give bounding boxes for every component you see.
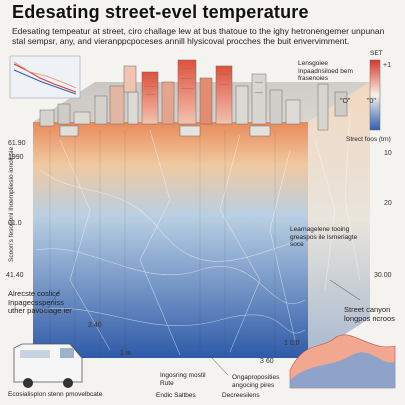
left-callout: Alrecste coslice Inpagecsspeniss uther p… (8, 289, 72, 315)
block-front-face (33, 122, 308, 358)
bottom-tick-1: 2.40 (88, 322, 102, 329)
bottom-tick-4: 3 60 (260, 358, 274, 365)
page-subtitle: Edesating tempeatur at street, ciro chal… (12, 26, 385, 46)
bottom-tick-2: 1 ix (120, 350, 131, 357)
bottom-tick-3: 1 0.0 (284, 340, 300, 347)
right-tick-2: 20 (384, 200, 392, 207)
left-tick-2: 1990 (8, 154, 24, 161)
van-icon (13, 343, 83, 388)
left-tick-1: 61.90 (8, 140, 26, 147)
street-canyon-label: Street canyon longpos ncroos (344, 305, 395, 323)
bottom-left-label-1: Ecosialisplon stenn pmovelbcate (8, 391, 103, 398)
heatmap-icon (289, 334, 396, 389)
right-tick-1: 10 (384, 150, 392, 157)
page-title: Edesating street-evel temperature (12, 2, 309, 22)
buildings (39, 59, 348, 137)
right-tick-3: 30.00 (374, 272, 392, 279)
thermal-crack-lines (35, 109, 361, 356)
legend-tick-mid: "0" (367, 98, 376, 105)
hi-label: "O" (340, 98, 351, 105)
bottom-left-label-2: Ingosring mostil Rute (160, 372, 206, 387)
legend-tick-bottom: Strect foos (trn) (346, 136, 391, 143)
legend-set-label: SET (370, 50, 383, 57)
bottom-mid-label: Decreesilens (222, 392, 260, 399)
block-right-face (308, 82, 370, 358)
legend-label: Lensgoiee Inpaadnsiloed bem frasenoies (298, 60, 353, 82)
bottom-left-label-3: Endic Saltbes (156, 392, 196, 399)
line-chart-icon (9, 55, 81, 99)
vertical-axis-label: Scoon's fesoeonl Ihoempliesio ionolusie (8, 146, 15, 262)
legend-colorbar (369, 59, 381, 131)
bottom-right-label: Ongaproposities angocing pires (232, 374, 280, 389)
building-windows (145, 68, 263, 95)
left-tick-3: 01.0 (8, 220, 22, 227)
legend-tick-top: +1 (383, 62, 391, 69)
callout-box: Learnagelene tooing greaspos ile Ismeria… (290, 226, 358, 248)
left-tick-4: 41.40 (6, 272, 24, 279)
